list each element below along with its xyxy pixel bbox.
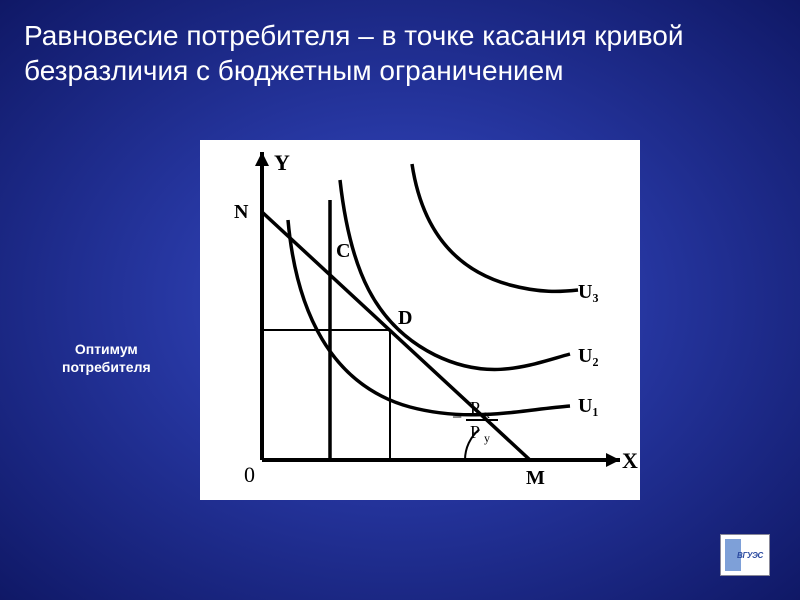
svg-text:N: N [234, 201, 249, 223]
svg-text:y: y [484, 431, 490, 445]
logo-inner: ВГУЭС [725, 539, 765, 571]
svg-text:U₁: U₁ [578, 395, 598, 417]
svg-text:−: − [452, 407, 462, 427]
svg-text:M: M [526, 467, 545, 489]
svg-text:C: C [336, 240, 350, 262]
svg-text:P: P [470, 422, 480, 442]
caption-line-2: потребителя [62, 359, 151, 375]
svg-text:U₂: U₂ [578, 345, 598, 367]
consumer-equilibrium-chart: U₁ U₂ U₃ −PxPy 0 X Y N M D C [200, 140, 640, 500]
svg-text:Y: Y [274, 150, 290, 175]
optimum-caption: Оптимум потребителя [62, 340, 151, 376]
logo-badge: ВГУЭС [720, 534, 770, 576]
slide-heading: Равновесие потребителя – в точке касания… [24, 18, 776, 88]
svg-text:x: x [484, 407, 490, 421]
svg-text:X: X [622, 448, 638, 473]
logo-text: ВГУЭС [737, 551, 763, 560]
svg-text:D: D [398, 307, 412, 329]
svg-text:0: 0 [244, 462, 255, 487]
svg-text:P: P [470, 398, 480, 418]
slide: Равновесие потребителя – в точке касания… [0, 0, 800, 600]
svg-text:U₃: U₃ [578, 281, 598, 303]
caption-line-1: Оптимум [75, 341, 138, 357]
chart-svg: U₁ U₂ U₃ −PxPy 0 X Y N M D C [200, 140, 640, 500]
